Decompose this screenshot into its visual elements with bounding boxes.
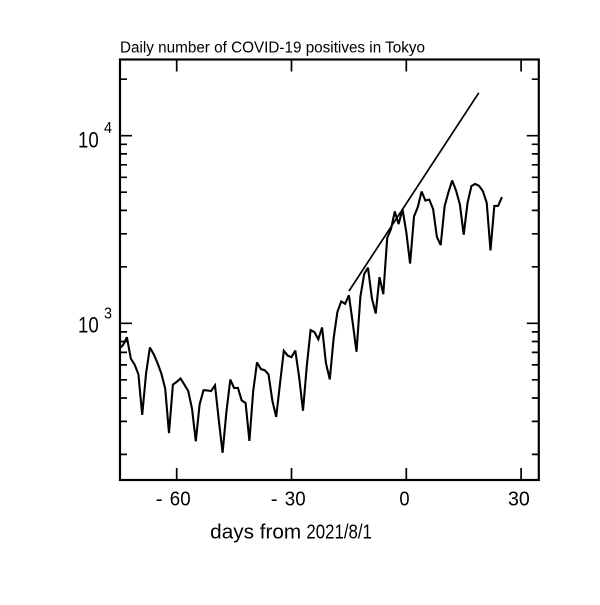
svg-text:-: - [271, 488, 278, 511]
svg-text:4: 4 [104, 120, 112, 137]
svg-text:30: 30 [508, 488, 530, 511]
svg-text:days from: days from [210, 522, 301, 544]
svg-text:3: 3 [104, 306, 112, 323]
svg-text:0: 0 [399, 488, 409, 511]
svg-text:60: 60 [170, 488, 191, 511]
svg-text:-: - [156, 488, 163, 511]
svg-text:10: 10 [78, 313, 99, 338]
svg-text:30: 30 [285, 488, 306, 511]
svg-text:10: 10 [78, 128, 99, 153]
svg-text:2021/8/1: 2021/8/1 [306, 522, 372, 544]
svg-text:Daily number of COVID-19 posit: Daily number of COVID-19 positives in To… [120, 40, 425, 57]
